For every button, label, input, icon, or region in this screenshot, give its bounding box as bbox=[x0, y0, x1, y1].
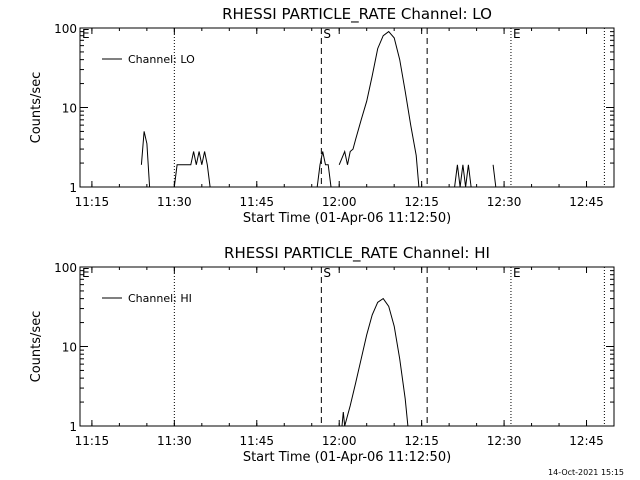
series-line-segment bbox=[341, 411, 346, 427]
event-label: E bbox=[513, 266, 521, 280]
legend-label: Channel: LO bbox=[128, 53, 195, 66]
timestamp-stamp: 14-Oct-2021 15:15 bbox=[548, 468, 624, 477]
event-label: E bbox=[82, 266, 90, 280]
chart-panel-2: RHESSI PARTICLE_RATE Channel: HI E S E 11:15… bbox=[29, 244, 615, 465]
x-tick-label: 11:15 bbox=[75, 195, 110, 209]
chart-panel-1: RHESSI PARTICLE_RATE Channel: LO E S E 11:15… bbox=[29, 5, 615, 226]
x-tick-label: 12:00 bbox=[322, 434, 357, 448]
x-tick-label: 11:15 bbox=[75, 434, 110, 448]
x-tick-label: 12:15 bbox=[404, 195, 439, 209]
series-line-segment bbox=[492, 164, 497, 188]
series-line-segment bbox=[173, 151, 211, 188]
x-tick-label: 12:30 bbox=[487, 195, 522, 209]
y-tick-label: 10 bbox=[62, 341, 77, 355]
x-tick-label: 11:30 bbox=[157, 434, 192, 448]
chart-title: RHESSI PARTICLE_RATE Channel: LO bbox=[222, 5, 492, 24]
x-axis-label: Start Time (01-Apr-06 11:12:50) bbox=[243, 211, 451, 226]
event-label: E bbox=[513, 27, 521, 41]
y-tick-label: 1 bbox=[69, 420, 77, 434]
series-line-segment bbox=[140, 131, 151, 188]
x-tick-label: 12:45 bbox=[569, 434, 604, 448]
x-tick-label: 12:15 bbox=[404, 434, 439, 448]
y-axis-label: Counts/sec bbox=[29, 311, 44, 383]
x-tick-label: 11:45 bbox=[239, 195, 274, 209]
event-label: S bbox=[323, 266, 331, 280]
y-tick-label: 100 bbox=[54, 22, 77, 36]
series-line-segment bbox=[316, 151, 332, 188]
series-line-segment bbox=[454, 164, 472, 188]
x-tick-label: 12:45 bbox=[569, 195, 604, 209]
y-tick-label: 1 bbox=[69, 181, 77, 195]
series-line-segment bbox=[344, 297, 409, 427]
x-tick-label: 11:45 bbox=[239, 434, 274, 448]
x-axis-label: Start Time (01-Apr-06 11:12:50) bbox=[243, 450, 451, 465]
series-line-segment bbox=[338, 30, 420, 188]
event-label: S bbox=[323, 27, 331, 41]
x-tick-label: 11:30 bbox=[157, 195, 192, 209]
legend-label: Channel: HI bbox=[128, 292, 192, 305]
y-tick-label: 10 bbox=[62, 102, 77, 116]
x-tick-label: 12:30 bbox=[487, 434, 522, 448]
chart-title: RHESSI PARTICLE_RATE Channel: HI bbox=[224, 244, 490, 263]
plot-frame bbox=[79, 266, 615, 427]
event-label: E bbox=[82, 27, 90, 41]
x-tick-label: 12:00 bbox=[322, 195, 357, 209]
y-axis-label: Counts/sec bbox=[29, 72, 44, 144]
y-tick-label: 100 bbox=[54, 261, 77, 275]
